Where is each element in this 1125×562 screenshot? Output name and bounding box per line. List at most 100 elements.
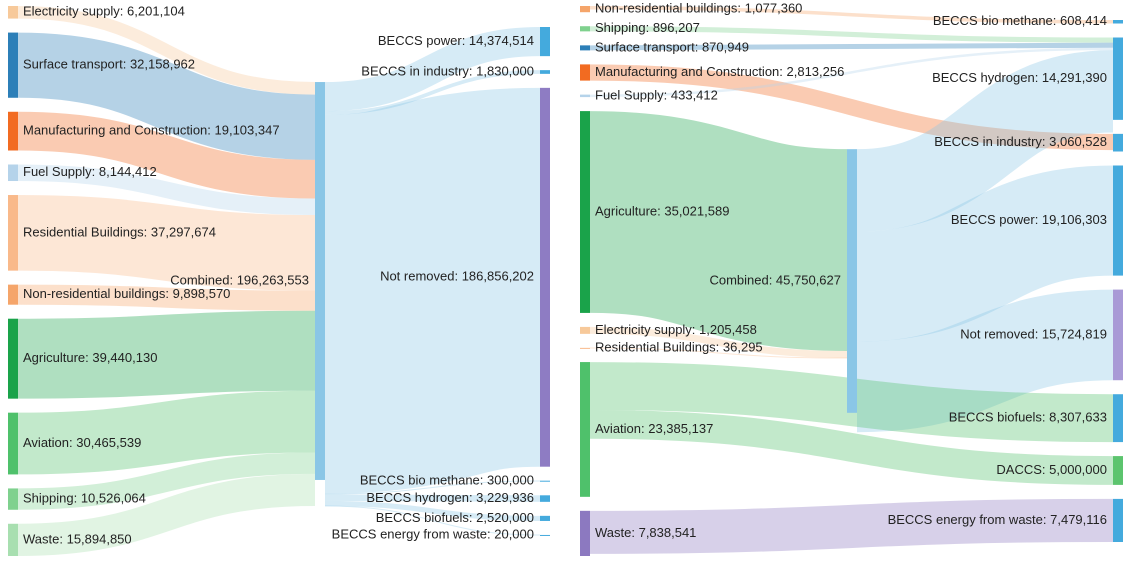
node [580, 347, 590, 349]
node-label: Surface transport: 32,158,962 [23, 57, 195, 72]
link [589, 47, 1114, 98]
node-label: BECCS hydrogen: 14,291,390 [932, 70, 1107, 85]
node-label: BECCS biofuels: 2,520,000 [376, 510, 534, 525]
link [17, 452, 316, 510]
node [580, 326, 590, 334]
node-label: Electricity supply: 6,201,104 [23, 4, 185, 19]
node-label: Shipping: 10,526,064 [23, 491, 146, 506]
node [8, 412, 18, 475]
link [17, 284, 316, 311]
node [580, 6, 590, 13]
links [17, 6, 543, 556]
node [580, 94, 590, 98]
node-label: Aviation: 23,385,137 [595, 421, 713, 436]
node [8, 32, 18, 98]
node [540, 70, 550, 74]
node-label: BECCS biofuels: 8,307,633 [949, 410, 1107, 425]
link [589, 498, 1114, 554]
node-label: Combined: 45,750,627 [709, 272, 841, 287]
node-label: Shipping: 896,207 [595, 20, 700, 35]
node [540, 495, 550, 502]
node [847, 149, 857, 413]
link [589, 409, 1114, 485]
node [8, 284, 18, 305]
link [17, 390, 316, 475]
node [1113, 165, 1123, 276]
node-label: Manufacturing and Construction: 19,103,3… [23, 123, 280, 138]
node-label: Not removed: 186,856,202 [380, 269, 534, 284]
node [580, 510, 590, 556]
node-label: DACCS: 5,000,000 [996, 462, 1107, 477]
link [588, 111, 849, 351]
node [540, 27, 550, 57]
link [324, 505, 541, 536]
link [324, 480, 541, 495]
link [856, 289, 1114, 433]
node-label: BECCS bio methane: 300,000 [360, 472, 534, 487]
node [1113, 20, 1123, 24]
link [589, 326, 848, 358]
node-label: Not removed: 15,724,819 [960, 326, 1107, 341]
node [1113, 394, 1123, 443]
node-label: Waste: 15,894,850 [23, 531, 132, 546]
node-label: BECCS power: 14,374,514 [378, 33, 534, 48]
link [324, 26, 541, 112]
node-label: BECCS energy from waste: 20,000 [332, 526, 534, 541]
link [17, 164, 316, 216]
node [540, 515, 550, 521]
link [324, 500, 541, 521]
link [589, 26, 1114, 43]
node-label: Non-residential buildings: 1,077,360 [595, 1, 802, 16]
node-label: BECCS power: 19,106,303 [951, 212, 1107, 227]
node-label: Surface transport: 870,949 [595, 39, 749, 54]
node [1113, 289, 1123, 381]
node-label: Residential Buildings: 37,297,674 [23, 224, 216, 239]
node-label: Fuel Supply: 433,412 [595, 87, 718, 102]
link [17, 32, 316, 160]
node [1113, 133, 1123, 152]
link [17, 111, 316, 199]
node-label: Combined: 196,263,553 [170, 272, 309, 287]
node-label: BECCS in industry: 3,060,528 [934, 134, 1107, 149]
node-label: Non-residential buildings: 9,898,570 [23, 286, 230, 301]
link [589, 64, 1114, 151]
node [540, 480, 550, 482]
node [1113, 456, 1123, 485]
node [580, 362, 590, 497]
node [1113, 37, 1123, 120]
node [1113, 498, 1123, 542]
node [315, 82, 325, 480]
node [540, 87, 550, 467]
node-label: BECCS bio methane: 608,414 [933, 13, 1107, 28]
link [17, 6, 316, 95]
link [589, 42, 1114, 51]
node [8, 523, 18, 556]
node [580, 64, 590, 81]
node-label: Electricity supply: 1,205,458 [595, 322, 757, 337]
link [589, 347, 848, 359]
node [580, 45, 590, 51]
node [580, 26, 590, 32]
node-label: BECCS energy from waste: 7,479,116 [888, 512, 1107, 527]
link [589, 6, 1114, 24]
node-label: Agriculture: 39,440,130 [23, 350, 157, 365]
node-label: BECCS hydrogen: 3,229,936 [366, 490, 534, 505]
node-label: Waste: 7,838,541 [595, 525, 696, 540]
node-label: Fuel Supply: 8,144,412 [23, 164, 157, 179]
node-label: Residential Buildings: 36,295 [595, 339, 763, 354]
node [8, 164, 18, 182]
node-label: Agriculture: 35,021,589 [595, 203, 729, 218]
node [540, 534, 550, 536]
link [17, 310, 316, 399]
node [8, 111, 18, 151]
node [580, 111, 590, 313]
link [17, 473, 316, 556]
links [588, 6, 1115, 554]
link [324, 494, 541, 502]
node-label: Manufacturing and Construction: 2,813,25… [595, 64, 844, 79]
link [322, 87, 543, 494]
node-label: Aviation: 30,465,539 [23, 435, 141, 450]
node [8, 6, 18, 19]
link [855, 50, 1115, 232]
